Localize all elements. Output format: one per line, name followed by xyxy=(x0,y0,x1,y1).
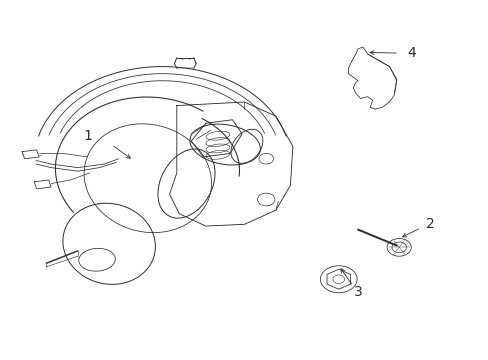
Text: 3: 3 xyxy=(353,285,362,299)
Text: 1: 1 xyxy=(83,129,92,143)
Text: 2: 2 xyxy=(426,217,434,231)
Text: 4: 4 xyxy=(406,46,415,60)
